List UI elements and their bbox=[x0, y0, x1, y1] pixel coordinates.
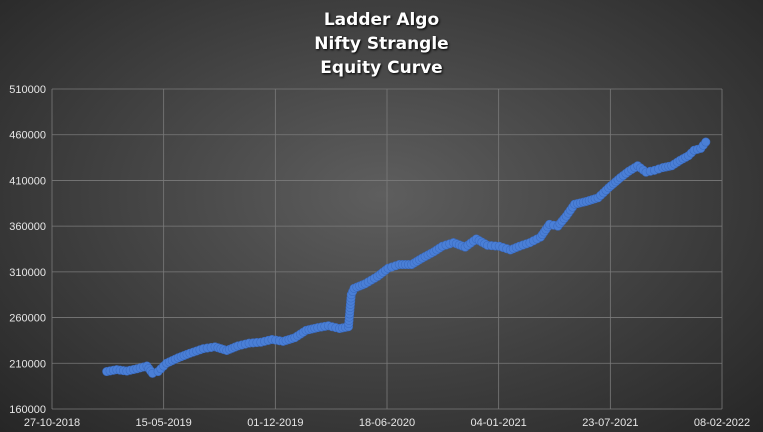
y-tick-label: 310000 bbox=[9, 267, 46, 279]
x-tick-label: 27-10-2018 bbox=[24, 417, 80, 429]
data-point bbox=[701, 137, 711, 147]
chart-title-line-3: Equity Curve bbox=[320, 58, 443, 78]
chart-title: Ladder Algo Nifty Strangle Equity Curve bbox=[0, 8, 763, 80]
y-tick-label: 460000 bbox=[9, 130, 46, 142]
y-tick-label: 510000 bbox=[9, 84, 46, 96]
chart-title-line-1: Ladder Algo bbox=[323, 10, 440, 30]
x-tick-label: 15-05-2019 bbox=[136, 417, 192, 429]
y-tick-label: 260000 bbox=[9, 313, 46, 325]
x-tick-label: 01-12-2019 bbox=[247, 417, 303, 429]
y-tick-label: 360000 bbox=[9, 221, 46, 233]
x-tick-label: 08-02-2022 bbox=[694, 417, 750, 429]
x-tick-label: 18-06-2020 bbox=[359, 417, 415, 429]
chart-title-line-2: Nifty Strangle bbox=[314, 34, 449, 54]
y-tick-label: 160000 bbox=[9, 404, 46, 416]
y-tick-label: 410000 bbox=[9, 175, 46, 187]
x-tick-label: 04-01-2021 bbox=[471, 417, 527, 429]
x-tick-label: 23-07-2021 bbox=[582, 417, 638, 429]
y-tick-label: 210000 bbox=[9, 358, 46, 370]
